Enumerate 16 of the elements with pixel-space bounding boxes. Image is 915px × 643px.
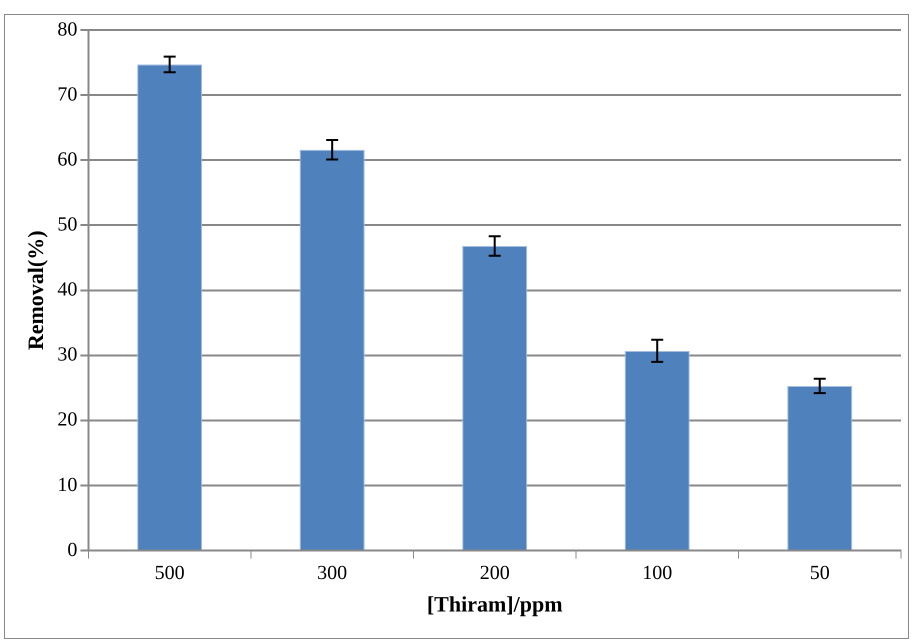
- x-tick-label: 300: [317, 562, 348, 584]
- x-tick-label: 50: [810, 562, 830, 584]
- y-tick-label: 80: [57, 18, 78, 40]
- x-tick-label: 500: [154, 562, 185, 584]
- y-tick-label: 10: [57, 474, 78, 496]
- x-axis-title: [Thiram]/ppm: [426, 591, 563, 616]
- x-tick-label: 100: [642, 562, 672, 584]
- y-tick-label: 30: [57, 344, 78, 366]
- y-axis-title: Removal(%): [22, 230, 48, 350]
- y-tick-label: 60: [57, 148, 78, 170]
- y-tick-label: 40: [57, 278, 78, 301]
- x-tick-label: 200: [480, 562, 510, 584]
- y-tick-label: 0: [67, 538, 78, 561]
- y-tick-label: 20: [57, 408, 78, 431]
- y-tick-label: 50: [57, 213, 78, 236]
- y-tick-label: 70: [57, 83, 78, 106]
